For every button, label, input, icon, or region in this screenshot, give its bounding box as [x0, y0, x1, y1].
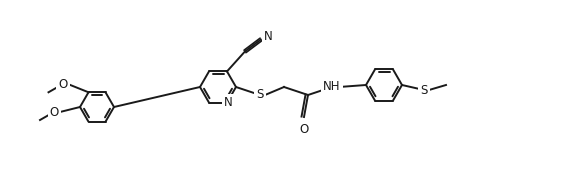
Text: N: N	[224, 96, 232, 109]
Text: O: O	[50, 106, 59, 119]
Text: N: N	[264, 30, 273, 43]
Text: NH: NH	[323, 80, 341, 93]
Text: S: S	[420, 83, 428, 96]
Text: O: O	[58, 78, 67, 91]
Text: O: O	[300, 123, 309, 136]
Text: S: S	[256, 88, 264, 101]
